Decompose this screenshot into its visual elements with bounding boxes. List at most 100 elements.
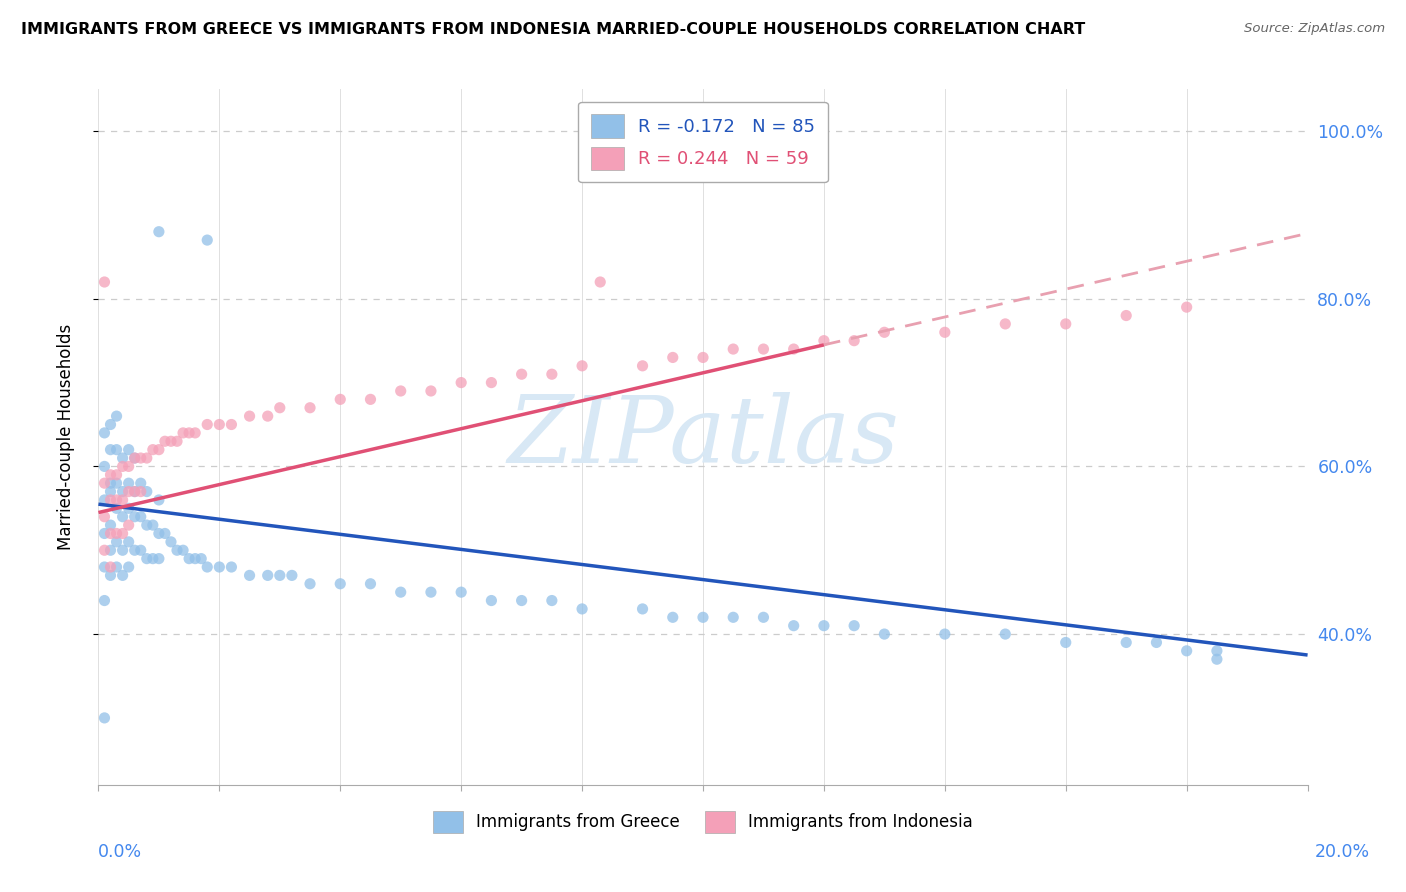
Point xyxy=(844,618,866,632)
Point xyxy=(281,568,304,582)
Point xyxy=(450,376,472,390)
Point xyxy=(142,551,165,566)
Point xyxy=(111,526,134,541)
Point xyxy=(93,425,115,440)
Point xyxy=(100,492,122,507)
Point xyxy=(195,233,218,247)
Point xyxy=(124,484,146,499)
Point xyxy=(118,476,141,491)
Point xyxy=(100,484,122,499)
Point xyxy=(93,459,115,474)
Point xyxy=(221,560,243,574)
Point xyxy=(481,376,503,390)
Point xyxy=(160,434,183,449)
Point xyxy=(93,526,115,541)
Point xyxy=(105,534,128,549)
Point xyxy=(571,359,593,373)
Point xyxy=(100,543,122,558)
Point xyxy=(221,417,243,432)
Point xyxy=(239,409,262,424)
Point xyxy=(135,484,157,499)
Point xyxy=(179,551,201,566)
Point xyxy=(105,409,128,424)
Point xyxy=(93,711,115,725)
Point xyxy=(93,560,115,574)
Point xyxy=(256,409,278,424)
Point xyxy=(135,450,157,465)
Point xyxy=(93,492,115,507)
Point xyxy=(1115,635,1137,649)
Point xyxy=(420,384,443,398)
Point xyxy=(329,392,352,407)
Text: IMMIGRANTS FROM GREECE VS IMMIGRANTS FROM INDONESIA MARRIED-COUPLE HOUSEHOLDS CO: IMMIGRANTS FROM GREECE VS IMMIGRANTS FRO… xyxy=(21,22,1085,37)
Point xyxy=(1206,652,1229,666)
Point xyxy=(129,543,152,558)
Point xyxy=(148,526,170,541)
Point xyxy=(111,484,134,499)
Point xyxy=(118,501,141,516)
Point xyxy=(208,417,231,432)
Point xyxy=(1115,309,1137,323)
Point xyxy=(873,326,896,340)
Point xyxy=(540,593,562,607)
Text: ZIPatlas: ZIPatlas xyxy=(508,392,898,482)
Point xyxy=(118,459,141,474)
Point xyxy=(844,334,866,348)
Point xyxy=(118,518,141,533)
Point xyxy=(239,568,262,582)
Point xyxy=(184,425,207,440)
Text: 20.0%: 20.0% xyxy=(1315,843,1371,861)
Point xyxy=(153,434,176,449)
Point xyxy=(631,602,654,616)
Point xyxy=(118,560,141,574)
Point xyxy=(100,518,122,533)
Point xyxy=(172,425,194,440)
Point xyxy=(1054,317,1077,331)
Point xyxy=(166,543,188,558)
Point xyxy=(631,359,654,373)
Point xyxy=(124,484,146,499)
Point xyxy=(723,610,745,624)
Point xyxy=(100,526,122,541)
Point xyxy=(105,492,128,507)
Point xyxy=(256,568,278,582)
Point xyxy=(111,568,134,582)
Point xyxy=(389,585,412,599)
Point xyxy=(100,476,122,491)
Point xyxy=(135,518,157,533)
Point xyxy=(142,442,165,457)
Point xyxy=(105,526,128,541)
Point xyxy=(105,476,128,491)
Point xyxy=(148,492,170,507)
Point xyxy=(148,225,170,239)
Point xyxy=(111,543,134,558)
Point xyxy=(360,392,382,407)
Point xyxy=(129,476,152,491)
Point xyxy=(100,467,122,482)
Point xyxy=(111,459,134,474)
Point xyxy=(994,317,1017,331)
Legend: Immigrants from Greece, Immigrants from Indonesia: Immigrants from Greece, Immigrants from … xyxy=(426,805,980,839)
Point xyxy=(111,509,134,524)
Point xyxy=(540,368,562,382)
Point xyxy=(93,275,115,289)
Point xyxy=(329,576,352,591)
Point xyxy=(105,442,128,457)
Point xyxy=(148,442,170,457)
Point xyxy=(148,551,170,566)
Point xyxy=(111,450,134,465)
Point xyxy=(124,450,146,465)
Point xyxy=(184,551,207,566)
Point xyxy=(93,509,115,524)
Point xyxy=(1054,635,1077,649)
Point xyxy=(299,576,322,591)
Point xyxy=(93,543,115,558)
Point xyxy=(1175,644,1198,658)
Point xyxy=(510,593,533,607)
Point xyxy=(571,602,593,616)
Point xyxy=(1144,635,1167,649)
Point xyxy=(752,610,775,624)
Point xyxy=(994,627,1017,641)
Point xyxy=(420,585,443,599)
Point xyxy=(160,534,183,549)
